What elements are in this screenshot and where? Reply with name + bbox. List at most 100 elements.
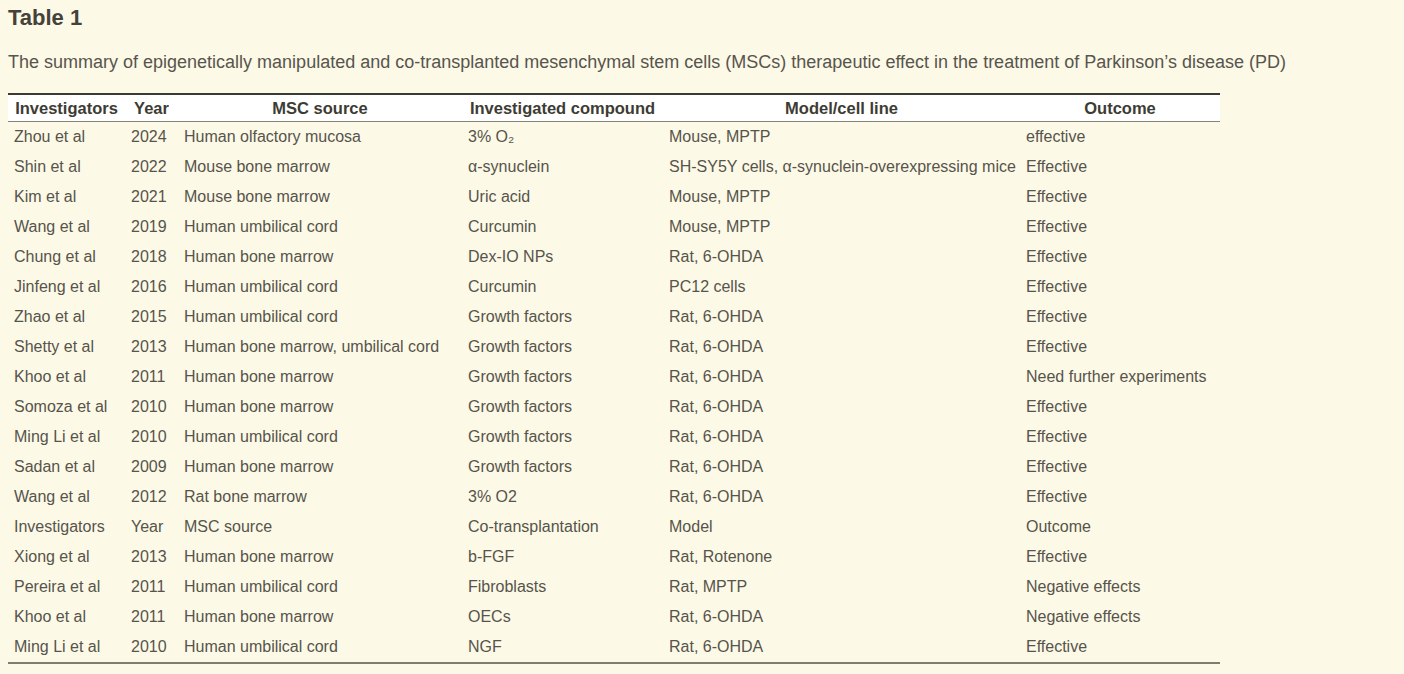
cell-model: Mouse, MPTP (663, 122, 1020, 153)
cell-year: 2011 (125, 572, 178, 602)
table-row: Khoo et al2011Human bone marrowGrowth fa… (8, 362, 1220, 392)
cell-compound: Curcumin (462, 212, 663, 242)
cell-model: Rat, 6-OHDA (663, 602, 1020, 632)
cell-model: Rat, Rotenone (663, 542, 1020, 572)
cell-outcome: Negative effects (1020, 602, 1220, 632)
cell-compound: Curcumin (462, 272, 663, 302)
cell-year: 2010 (125, 632, 178, 663)
table-row: Shin et al2022Mouse bone marrowα-synucle… (8, 152, 1220, 182)
table-header: InvestigatorsYearMSC sourceInvestigated … (8, 94, 1220, 122)
cell-outcome: Effective (1020, 392, 1220, 422)
cell-compound: α-synuclein (462, 152, 663, 182)
cell-compound: Dex-IO NPs (462, 242, 663, 272)
column-header-msc_source: MSC source (178, 94, 462, 122)
column-header-outcome: Outcome (1020, 94, 1220, 122)
cell-outcome: Effective (1020, 212, 1220, 242)
cell-outcome: Effective (1020, 242, 1220, 272)
cell-investigators: Shin et al (8, 152, 125, 182)
cell-investigators: Jinfeng et al (8, 272, 125, 302)
cell-investigators: Zhou et al (8, 122, 125, 153)
table-row: Jinfeng et al2016Human umbilical cordCur… (8, 272, 1220, 302)
cell-msc_source: Human umbilical cord (178, 272, 462, 302)
cell-outcome: Effective (1020, 332, 1220, 362)
cell-investigators: Somoza et al (8, 392, 125, 422)
cell-outcome: Effective (1020, 482, 1220, 512)
cell-model: Rat, 6-OHDA (663, 482, 1020, 512)
column-header-year: Year (125, 94, 178, 122)
table-row: Khoo et al2011Human bone marrowOECsRat, … (8, 602, 1220, 632)
cell-msc_source: Human bone marrow (178, 362, 462, 392)
table-row: Somoza et al2010Human bone marrowGrowth … (8, 392, 1220, 422)
cell-year: 2011 (125, 602, 178, 632)
cell-outcome: Effective (1020, 542, 1220, 572)
cell-model: Rat, 6-OHDA (663, 632, 1020, 663)
cell-investigators: Sadan et al (8, 452, 125, 482)
cell-year: 2009 (125, 452, 178, 482)
cell-year: 2021 (125, 182, 178, 212)
cell-compound: Growth factors (462, 422, 663, 452)
cell-model: SH-SY5Y cells, α-synuclein-overexpressin… (663, 152, 1020, 182)
cell-model: Rat, 6-OHDA (663, 242, 1020, 272)
cell-investigators: Ming Li et al (8, 632, 125, 663)
table-row: InvestigatorsYearMSC sourceCo-transplant… (8, 512, 1220, 542)
table-row: Ming Li et al2010Human umbilical cordNGF… (8, 632, 1220, 663)
table-row: Ming Li et al2010Human umbilical cordGro… (8, 422, 1220, 452)
cell-compound: Growth factors (462, 332, 663, 362)
cell-msc_source: Human umbilical cord (178, 422, 462, 452)
table-row: Wang et al2019Human umbilical cordCurcum… (8, 212, 1220, 242)
cell-investigators: Xiong et al (8, 542, 125, 572)
cell-compound: OECs (462, 602, 663, 632)
cell-compound: b-FGF (462, 542, 663, 572)
cell-outcome: Outcome (1020, 512, 1220, 542)
cell-year: 2010 (125, 392, 178, 422)
cell-investigators: Ming Li et al (8, 422, 125, 452)
cell-investigators: Wang et al (8, 212, 125, 242)
cell-outcome: Effective (1020, 302, 1220, 332)
cell-model: Rat, 6-OHDA (663, 362, 1020, 392)
cell-msc_source: Mouse bone marrow (178, 152, 462, 182)
column-header-investigators: Investigators (8, 94, 125, 122)
cell-investigators: Khoo et al (8, 602, 125, 632)
cell-outcome: Effective (1020, 272, 1220, 302)
cell-compound: Co-transplantation (462, 512, 663, 542)
cell-year: 2011 (125, 362, 178, 392)
cell-compound: NGF (462, 632, 663, 663)
cell-msc_source: Human bone marrow (178, 542, 462, 572)
cell-msc_source: Human umbilical cord (178, 572, 462, 602)
cell-msc_source: Human bone marrow (178, 452, 462, 482)
table-title: Table 1 (8, 5, 1404, 30)
cell-outcome: Effective (1020, 452, 1220, 482)
cell-investigators: Wang et al (8, 482, 125, 512)
cell-model: Mouse, MPTP (663, 182, 1020, 212)
cell-outcome: Negative effects (1020, 572, 1220, 602)
cell-year: 2012 (125, 482, 178, 512)
cell-year: Year (125, 512, 178, 542)
cell-compound: 3% O2 (462, 482, 663, 512)
cell-compound: Uric acid (462, 182, 663, 212)
cell-msc_source: Human bone marrow (178, 602, 462, 632)
cell-compound: Growth factors (462, 362, 663, 392)
table-row: Wang et al2012Rat bone marrow3% O2Rat, 6… (8, 482, 1220, 512)
table-body: Zhou et al2024Human olfactory mucosa3% O… (8, 122, 1220, 664)
cell-investigators: Khoo et al (8, 362, 125, 392)
cell-msc_source: Human bone marrow (178, 242, 462, 272)
column-header-model: Model/cell line (663, 94, 1020, 122)
msc-studies-table: InvestigatorsYearMSC sourceInvestigated … (8, 93, 1220, 664)
cell-outcome: Effective (1020, 422, 1220, 452)
cell-year: 2019 (125, 212, 178, 242)
table-header-row: InvestigatorsYearMSC sourceInvestigated … (8, 94, 1220, 122)
cell-model: Rat, 6-OHDA (663, 332, 1020, 362)
table-row: Sadan et al2009Human bone marrowGrowth f… (8, 452, 1220, 482)
cell-year: 2022 (125, 152, 178, 182)
cell-msc_source: Human umbilical cord (178, 632, 462, 663)
cell-investigators: Investigators (8, 512, 125, 542)
table-row: Shetty et al2013Human bone marrow, umbil… (8, 332, 1220, 362)
cell-model: Rat, MPTP (663, 572, 1020, 602)
cell-year: 2013 (125, 542, 178, 572)
table-row: Xiong et al2013Human bone marrowb-FGFRat… (8, 542, 1220, 572)
cell-year: 2018 (125, 242, 178, 272)
cell-outcome: Effective (1020, 632, 1220, 663)
cell-outcome: Effective (1020, 182, 1220, 212)
cell-investigators: Kim et al (8, 182, 125, 212)
table-caption: The summary of epigenetically manipulate… (8, 51, 1404, 73)
